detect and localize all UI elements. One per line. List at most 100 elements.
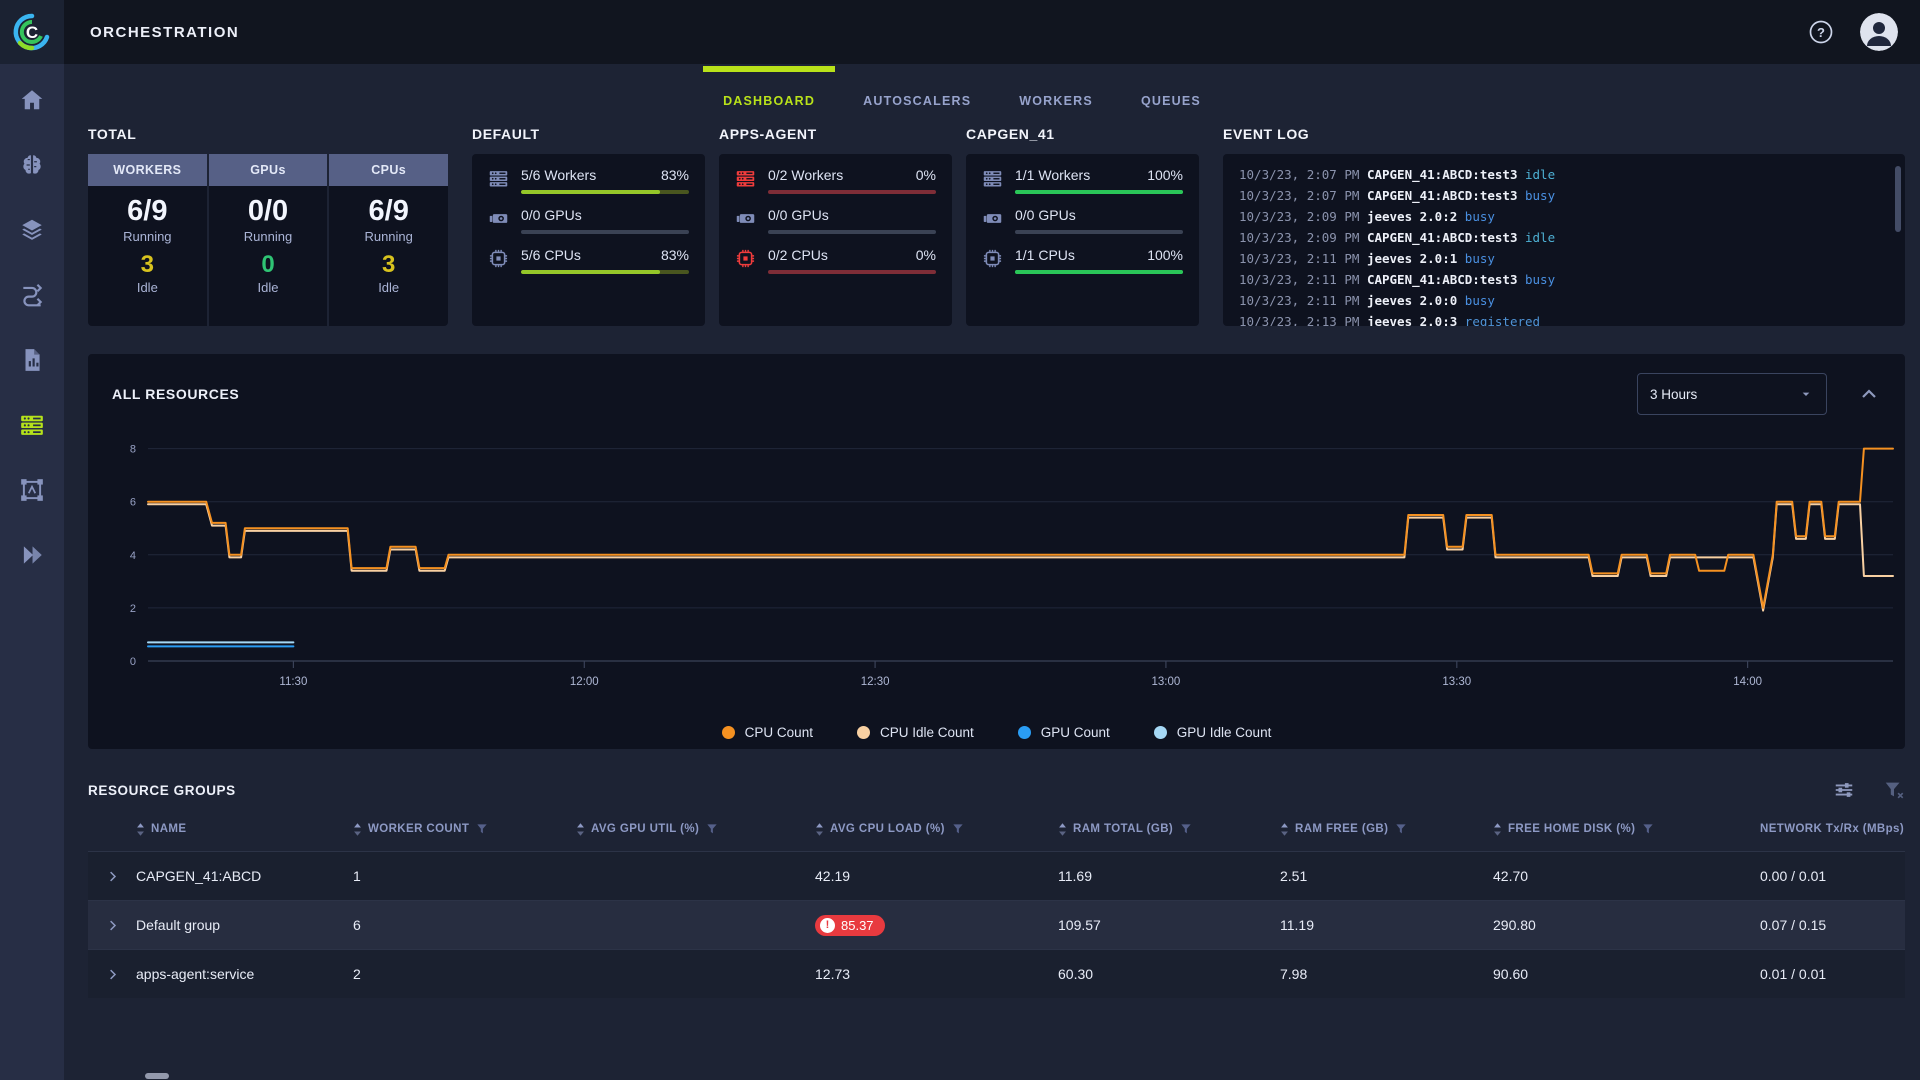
column-label: WORKER COUNT	[368, 823, 470, 835]
running-label: Running	[364, 229, 413, 244]
event-time: 10/3/23, 2:11 PM	[1239, 293, 1360, 308]
collapse-panel-icon[interactable]	[1857, 382, 1881, 406]
clear-filters-icon[interactable]	[1883, 779, 1905, 801]
cell-network: 0.07 / 0.15	[1760, 917, 1827, 933]
filter-funnel-icon[interactable]	[1179, 822, 1193, 836]
cell-name: CAPGEN_41:ABCD	[136, 868, 262, 884]
tab-queues[interactable]: QUEUES	[1140, 94, 1201, 108]
cell-worker-count: 1	[353, 868, 361, 884]
resource-group-row[interactable]: apps-agent:service 2 12.73 60.30 7.98 90.60 0.…	[88, 949, 1905, 998]
sidebar-item-applications[interactable]	[10, 533, 54, 577]
column-header-ram-free-gb-[interactable]: RAM FREE (GB)	[1280, 822, 1493, 836]
sidebar-item-home[interactable]	[10, 78, 54, 122]
filter-funnel-icon[interactable]	[1641, 822, 1655, 836]
column-label: AVG GPU UTIL (%)	[591, 823, 700, 835]
topbar: C ORCHESTRATION ?	[0, 0, 1920, 64]
time-range-dropdown[interactable]: 3 Hours	[1637, 373, 1827, 415]
horizontal-scrollbar-thumb[interactable]	[145, 1073, 169, 1079]
tab-dashboard[interactable]: DASHBOARD	[699, 64, 839, 122]
sidebar-item-reports[interactable]	[10, 338, 54, 382]
column-header-avg-cpu-load-[interactable]: AVG CPU LOAD (%)	[815, 822, 1058, 836]
chart-legend: CPU Count CPU Idle Count GPU Count GPU Idle…	[88, 710, 1905, 754]
column-label: NETWORK Tx/Rx (MBps)	[1760, 823, 1905, 835]
help-icon[interactable]: ?	[1808, 19, 1834, 45]
workers-icon	[982, 167, 1003, 189]
stat-label: 0/0 GPUs	[521, 207, 582, 223]
cell-name: apps-agent:service	[136, 966, 255, 982]
event-log-panel: 10/3/23, 2:07 PM CAPGEN_41:ABCD:test3 id…	[1223, 154, 1905, 326]
queue-stat-row: 0/2 Workers 0%	[735, 167, 936, 194]
legend-label: GPU Idle Count	[1176, 724, 1272, 740]
queue-card-capgen_41: CAPGEN_41 1/1 Workers 100% 0/0 GPUs 1/1 CPUs…	[966, 126, 1199, 326]
cell-ram-total: 109.57	[1058, 917, 1101, 933]
legend-item-cpu-count[interactable]: CPU Count	[721, 725, 813, 740]
resource-groups-section: RESOURCE GROUPS NAM	[88, 773, 1905, 998]
column-label: RAM FREE (GB)	[1295, 823, 1389, 835]
resource-group-row[interactable]: Default group 6 ! 85.37 109.57 11.19 290.80 0.0…	[88, 900, 1905, 949]
svg-text:14:00: 14:00	[1733, 676, 1762, 688]
sidebar-item-pipelines[interactable]	[10, 273, 54, 317]
column-header-avg-gpu-util-[interactable]: AVG GPU UTIL (%)	[576, 822, 815, 836]
queue-card-apps-agent: APPS-AGENT 0/2 Workers 0% 0/0 GPUs 0/2 CPUs 0…	[719, 126, 952, 326]
column-header-free-home-disk-[interactable]: FREE HOME DISK (%)	[1493, 822, 1760, 836]
filter-funnel-icon[interactable]	[1394, 822, 1408, 836]
sort-icon	[353, 822, 362, 836]
event-worker-name: CAPGEN_41:ABCD:test3	[1366, 167, 1518, 182]
sort-icon	[576, 822, 585, 836]
column-label: FREE HOME DISK (%)	[1508, 823, 1636, 835]
stat-percent: 100%	[1147, 167, 1183, 183]
app-logo[interactable]: C	[0, 0, 64, 64]
all-resources-title: ALL RESOURCES	[112, 386, 240, 402]
filter-funnel-icon[interactable]	[951, 822, 965, 836]
event-log-scrollbar-thumb[interactable]	[1895, 166, 1901, 232]
sidebar-item-orchestration[interactable]	[10, 403, 54, 447]
gpu-icon	[488, 207, 509, 229]
event-status: busy	[1464, 251, 1495, 266]
cell-ram-free: 7.98	[1280, 966, 1308, 982]
time-range-value: 3 Hours	[1650, 386, 1698, 402]
filter-funnel-icon[interactable]	[475, 822, 489, 836]
sidebar-item-projects[interactable]	[10, 143, 54, 187]
legend-item-gpu-count[interactable]: GPU Count	[1017, 725, 1110, 740]
event-worker-name: jeeves 2.0:2	[1366, 209, 1458, 224]
filter-funnel-icon[interactable]	[705, 822, 719, 836]
event-time: 10/3/23, 2:09 PM	[1239, 230, 1360, 245]
expand-row-icon[interactable]	[105, 869, 120, 884]
sidebar-item-datasets[interactable]	[10, 208, 54, 252]
total-panel: WORKERS 6/9 Running 3 Idle GPUs 0/0 Running 0 Idl…	[88, 154, 449, 326]
idle-label: Idle	[378, 280, 400, 295]
cell-ram-total: 11.69	[1058, 868, 1092, 884]
legend-item-gpu-idle-count[interactable]: GPU Idle Count	[1153, 724, 1272, 740]
queue-card-title: APPS-AGENT	[719, 126, 817, 142]
table-body: CAPGEN_41:ABCD 1 42.19 11.69 2.51 42.70 0.00 /…	[88, 851, 1905, 998]
total-card-title: TOTAL	[88, 126, 137, 142]
column-header-ram-total-gb-[interactable]: RAM TOTAL (GB)	[1058, 822, 1280, 836]
column-header-worker-count[interactable]: WORKER COUNT	[353, 822, 576, 836]
expand-row-icon[interactable]	[105, 918, 120, 933]
cell-worker-count: 2	[353, 966, 361, 982]
tab-autoscalers[interactable]: AUTOSCALERS	[863, 94, 972, 108]
expand-row-icon[interactable]	[105, 967, 120, 982]
sidebar-item-annotation[interactable]	[10, 468, 54, 512]
legend-item-cpu-idle-count[interactable]: CPU Idle Count	[856, 725, 974, 740]
event-time: 10/3/23, 2:07 PM	[1239, 167, 1360, 182]
servers-icon	[19, 412, 45, 438]
event-log-title: EVENT LOG	[1223, 126, 1310, 142]
svg-text:4: 4	[130, 550, 136, 562]
svg-text:8: 8	[130, 444, 136, 456]
stat-progress-bar	[1015, 230, 1183, 234]
column-settings-icon[interactable]	[1833, 779, 1855, 801]
column-header-name[interactable]: NAME	[136, 822, 353, 836]
event-log-entry: 10/3/23, 2:09 PM jeeves 2.0:2 busy	[1239, 206, 1889, 227]
user-avatar[interactable]	[1860, 13, 1898, 51]
sort-icon	[136, 822, 145, 836]
cell-avg-cpu-load: 42.19	[815, 868, 851, 884]
legend-color-dot	[1153, 725, 1167, 739]
event-worker-name: jeeves 2.0:0	[1366, 293, 1458, 308]
stat-progress-bar	[1015, 190, 1183, 194]
total-column-workers: WORKERS 6/9 Running 3 Idle	[88, 154, 209, 326]
tab-workers[interactable]: WORKERS	[1019, 94, 1093, 108]
event-status: idle	[1525, 167, 1556, 182]
workers-icon	[735, 167, 756, 189]
resource-group-row[interactable]: CAPGEN_41:ABCD 1 42.19 11.69 2.51 42.70 0.00 /…	[88, 851, 1905, 900]
